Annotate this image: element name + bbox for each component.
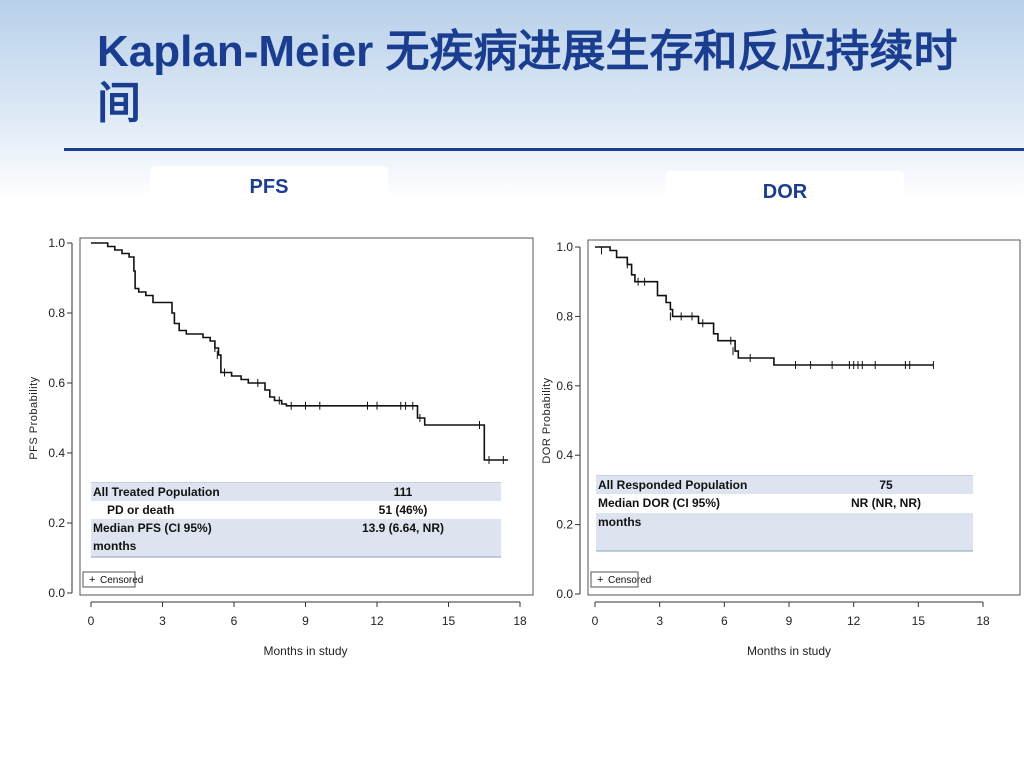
table-row-label: months	[93, 539, 137, 553]
table-row-label: All Treated Population	[93, 485, 220, 499]
table-row-value: 51 (46%)	[379, 503, 428, 517]
y-tick-label: 0.2	[48, 516, 65, 530]
x-axis-label: Months in study	[263, 644, 347, 658]
table-row-label: All Responded Population	[598, 478, 747, 492]
censored-legend-symbol: +	[89, 574, 95, 586]
x-axis-label: Months in study	[747, 644, 831, 658]
y-axis-label: PFS Probability	[28, 376, 40, 459]
y-tick-label: 1.0	[48, 236, 65, 250]
dor-panel-title: DOR	[762, 181, 808, 203]
y-tick-label: 0.6	[556, 379, 573, 393]
x-tick-label: 12	[847, 614, 861, 628]
table-row-shade	[91, 537, 501, 557]
table-row-shade	[91, 483, 501, 501]
table-row-value: 13.9 (6.64, NR)	[362, 521, 444, 535]
table-row-label: months	[598, 515, 642, 529]
table-row-value: 75	[879, 478, 893, 492]
x-tick-label: 6	[231, 614, 238, 628]
y-tick-label: 1.0	[556, 240, 573, 254]
y-axis-label: DOR Probability	[541, 377, 553, 463]
x-tick-label: 15	[912, 614, 926, 628]
x-tick-label: 9	[786, 614, 793, 628]
km-survival-curve	[91, 242, 509, 461]
dor-title-backdrop	[666, 171, 904, 209]
table-row-label: Median PFS (CI 95%)	[93, 521, 212, 535]
x-tick-label: 0	[592, 614, 599, 628]
x-tick-label: 6	[721, 614, 728, 628]
censored-legend-symbol: +	[597, 574, 603, 586]
table-row-shade	[91, 519, 501, 537]
x-tick-label: 3	[159, 614, 166, 628]
pfs-km-chart: 0.0 0.2 0.4 0.6 0.8 1.0 0 3 6 9 12 15 18 Months in st…	[28, 236, 534, 658]
censored-legend-label: Censored	[100, 575, 143, 586]
pfs-title-backdrop	[150, 166, 388, 204]
x-tick-label: 9	[302, 614, 309, 628]
table-row-value: NR (NR, NR)	[851, 496, 921, 510]
table-row-shade	[596, 476, 973, 494]
slide-title: Kaplan-Meier 无疾病进展生存和反应持续时间	[97, 27, 958, 128]
y-tick-label: 0.4	[48, 446, 65, 460]
table-row-shade	[596, 513, 973, 551]
x-tick-label: 12	[370, 614, 384, 628]
y-tick-label: 0.4	[556, 448, 573, 462]
x-tick-label: 3	[656, 614, 663, 628]
title-underline	[64, 148, 1024, 151]
censored-legend-box	[590, 571, 639, 588]
censored-legend-label: Censored	[608, 575, 651, 586]
table-row-label: PD or death	[107, 503, 174, 517]
table-row-value: 111	[394, 485, 413, 499]
y-tick-label: 0.0	[48, 586, 65, 600]
x-tick-label: 0	[88, 614, 95, 628]
pfs-panel-title: PFS	[249, 176, 289, 198]
x-tick-label: 18	[976, 614, 990, 628]
censored-legend-box	[82, 571, 136, 588]
table-row-label: Median DOR (CI 95%)	[598, 496, 720, 510]
y-tick-label: 0.8	[556, 309, 573, 323]
dor-km-chart: 0.0 0.2 0.4 0.6 0.8 1.0 0 3 6 9 12 15 18 Months in st…	[541, 239, 1021, 658]
y-tick-label: 0.8	[48, 306, 65, 320]
x-tick-label: 15	[442, 614, 456, 628]
y-tick-label: 0.6	[48, 376, 65, 390]
y-tick-label: 0.2	[556, 518, 573, 532]
km-survival-curve	[595, 246, 934, 366]
x-tick-label: 18	[513, 614, 527, 628]
y-tick-label: 0.0	[556, 587, 573, 601]
